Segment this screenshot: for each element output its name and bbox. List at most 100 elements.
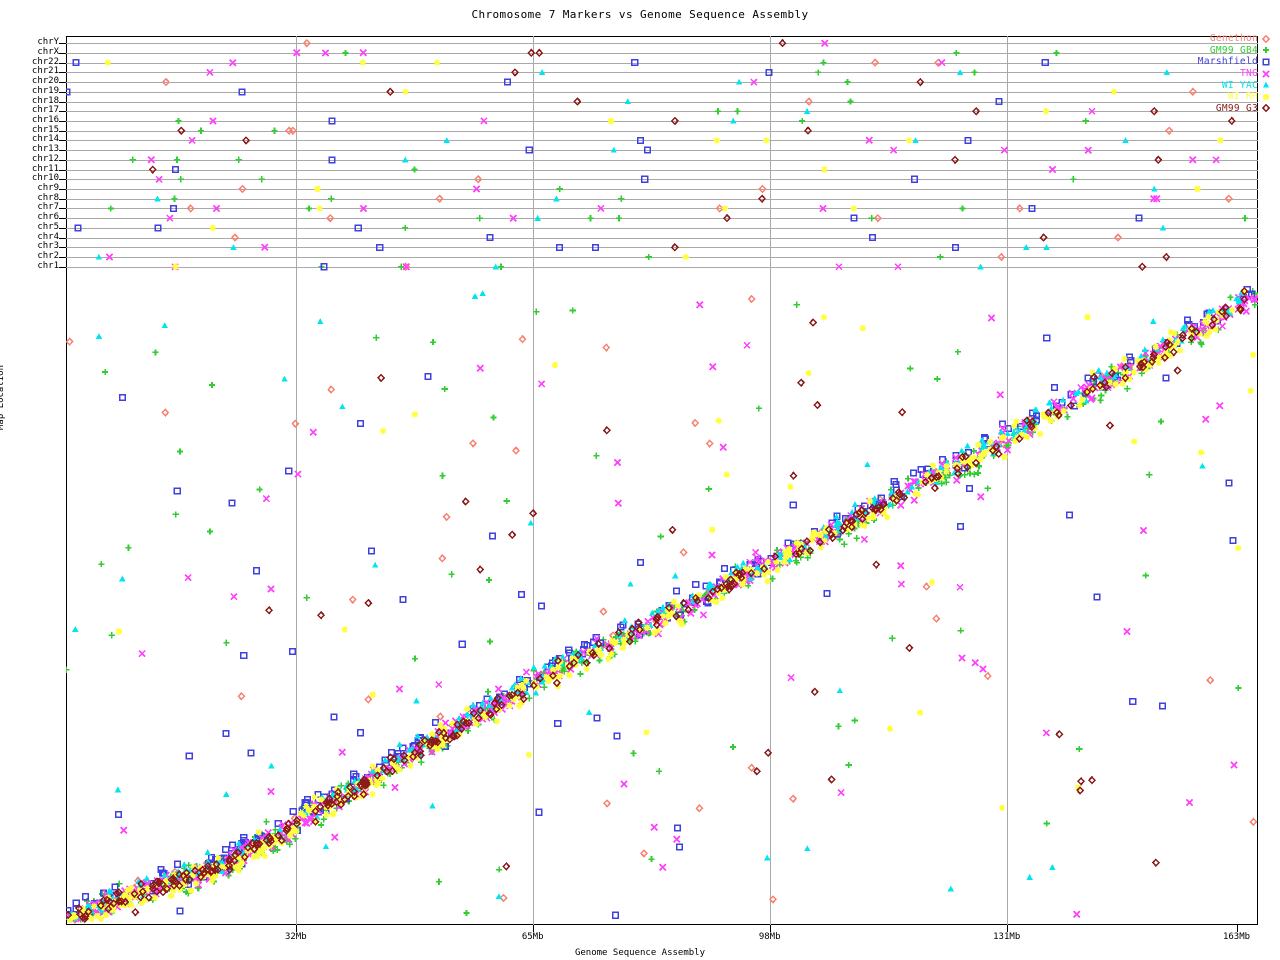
- ytick-chr19: [59, 91, 66, 93]
- gridline-chr16: [66, 121, 1258, 122]
- gridline-chr8: [66, 198, 1258, 200]
- ytick-chr17: [59, 111, 66, 113]
- legend-label: WI YAC: [1221, 79, 1258, 91]
- gridline-chr12: [66, 159, 1258, 161]
- gridline-x-32Mb: [295, 36, 297, 925]
- ytick-chr7: [59, 208, 66, 210]
- ytick-chr2: [59, 257, 66, 258]
- legend-item-gm99-g3[interactable]: GM99 G3: [1134, 103, 1274, 115]
- plot-area: [59, 36, 1258, 932]
- ylabel-chr11: chr11: [31, 163, 59, 174]
- xlabel-65Mb: 65Mb: [521, 932, 544, 942]
- ytick-chr10: [59, 179, 66, 181]
- xlabel-131Mb: 131Mb: [993, 932, 1021, 942]
- ytick-chr16: [59, 121, 66, 122]
- gridline-chr21: [66, 72, 1258, 74]
- gridline-chr18: [66, 101, 1258, 103]
- legend-label: GM99 G3: [1215, 102, 1258, 114]
- ytick-chr8: [59, 198, 66, 200]
- ytick-chr18: [59, 101, 66, 103]
- legend-item-marshfield[interactable]: Marshfield: [1134, 56, 1274, 68]
- ylabel-chr10: chr10: [31, 173, 59, 184]
- gridline-chr15: [66, 130, 1258, 132]
- ytick-chrY: [59, 43, 66, 45]
- gridline-x-98Mb: [769, 36, 771, 925]
- x-axis-title: Genome Sequence Assembly: [574, 948, 706, 958]
- ytick-chr4: [59, 237, 66, 239]
- legend-label: Genethon: [1209, 33, 1258, 45]
- ylabel-chr18: chr18: [31, 95, 59, 106]
- gridline-x-131Mb: [1006, 36, 1008, 925]
- gridline-chr22: [66, 62, 1258, 64]
- ylabel-chr13: chr13: [31, 144, 59, 155]
- ytick-chr5: [59, 227, 66, 229]
- ylabel-chr1: chr1: [37, 260, 59, 271]
- ylabel-chr14: chr14: [31, 134, 59, 145]
- gridline-chr5: [66, 227, 1258, 229]
- legend-label: WI RH: [1227, 91, 1258, 103]
- ytick-chr21: [59, 72, 66, 74]
- gridline-chr17: [66, 111, 1258, 113]
- legend-item-tng[interactable]: TNG: [1134, 68, 1274, 80]
- plot-frame: [66, 36, 1258, 925]
- ylabel-chrX: chrX: [37, 46, 59, 57]
- ylabel-chr22: chr22: [31, 56, 59, 67]
- ylabel-chr6: chr6: [37, 212, 59, 223]
- xtick-98Mb: [769, 925, 771, 932]
- gridline-chr7: [66, 208, 1258, 210]
- legend-label: GM99 GB4: [1209, 44, 1258, 56]
- ylabel-chrY: chrY: [37, 37, 59, 48]
- ytick-chr14: [59, 140, 66, 142]
- legend-label: Marshfield: [1197, 56, 1258, 68]
- ylabel-chr21: chr21: [31, 66, 59, 77]
- ylabel-chr17: chr17: [31, 105, 59, 116]
- legend: Genethon GM99 GB4 Marshfield TNG WI YAC WI RH…: [1134, 33, 1274, 114]
- xtick-131Mb: [1006, 925, 1008, 932]
- ylabel-chr5: chr5: [37, 221, 59, 232]
- legend-diamond-icon: [1258, 33, 1274, 45]
- ytick-chrX: [59, 52, 66, 54]
- gridline-chr1: [66, 266, 1258, 268]
- ytick-chr20: [59, 82, 66, 84]
- gridline-x-65Mb: [532, 36, 534, 925]
- gridline-chrX: [66, 52, 1258, 54]
- ylabel-chr16: chr16: [31, 115, 59, 125]
- ylabel-chr7: chr7: [37, 202, 59, 213]
- legend-star-icon: [1258, 91, 1274, 103]
- gridline-chr4: [66, 237, 1258, 239]
- page-title: Chromosome 7 Markers vs Genome Sequence …: [471, 8, 809, 21]
- legend-item-genethon[interactable]: Genethon: [1134, 33, 1274, 45]
- ytick-chr1: [59, 266, 66, 268]
- legend-item-wi-rh[interactable]: WI RH: [1134, 91, 1274, 103]
- ylabel-chr15: chr15: [31, 124, 59, 135]
- legend-diamond-icon: [1258, 102, 1274, 114]
- ylabel-chr4: chr4: [37, 231, 59, 242]
- gridline-chr9: [66, 189, 1258, 190]
- ytick-chr15: [59, 130, 66, 132]
- legend-square-icon: [1258, 56, 1274, 68]
- xlabel-32Mb: 32Mb: [284, 932, 307, 942]
- ytick-chr3: [59, 247, 66, 249]
- ytick-chr22: [59, 62, 66, 64]
- legend-item-gm99-gb4[interactable]: GM99 GB4: [1134, 45, 1274, 57]
- y-axis-title: Map Location: [0, 364, 6, 430]
- ylabel-chr8: chr8: [37, 192, 59, 203]
- ylabel-chr19: chr19: [31, 85, 59, 96]
- ylabel-chr12: chr12: [31, 153, 59, 164]
- gridline-chrY: [66, 43, 1258, 45]
- gridline-chr3: [66, 247, 1258, 249]
- legend-item-wi-yac[interactable]: WI YAC: [1134, 79, 1274, 91]
- gridline-chr11: [66, 169, 1258, 171]
- ytick-chr13: [59, 150, 66, 152]
- gridline-chr20: [66, 82, 1258, 84]
- xtick-163Mb: [1236, 925, 1238, 932]
- xtick-32Mb: [295, 925, 297, 932]
- ylabel-chr9: chr9: [37, 183, 59, 193]
- gridline-chr10: [66, 179, 1258, 181]
- ylabel-chr20: chr20: [31, 76, 59, 87]
- legend-cross-icon: [1258, 68, 1274, 80]
- gridline-chr19: [66, 91, 1258, 93]
- ylabel-chr3: chr3: [37, 241, 59, 252]
- legend-label: TNG: [1239, 68, 1258, 80]
- ylabel-chr2: chr2: [37, 251, 59, 261]
